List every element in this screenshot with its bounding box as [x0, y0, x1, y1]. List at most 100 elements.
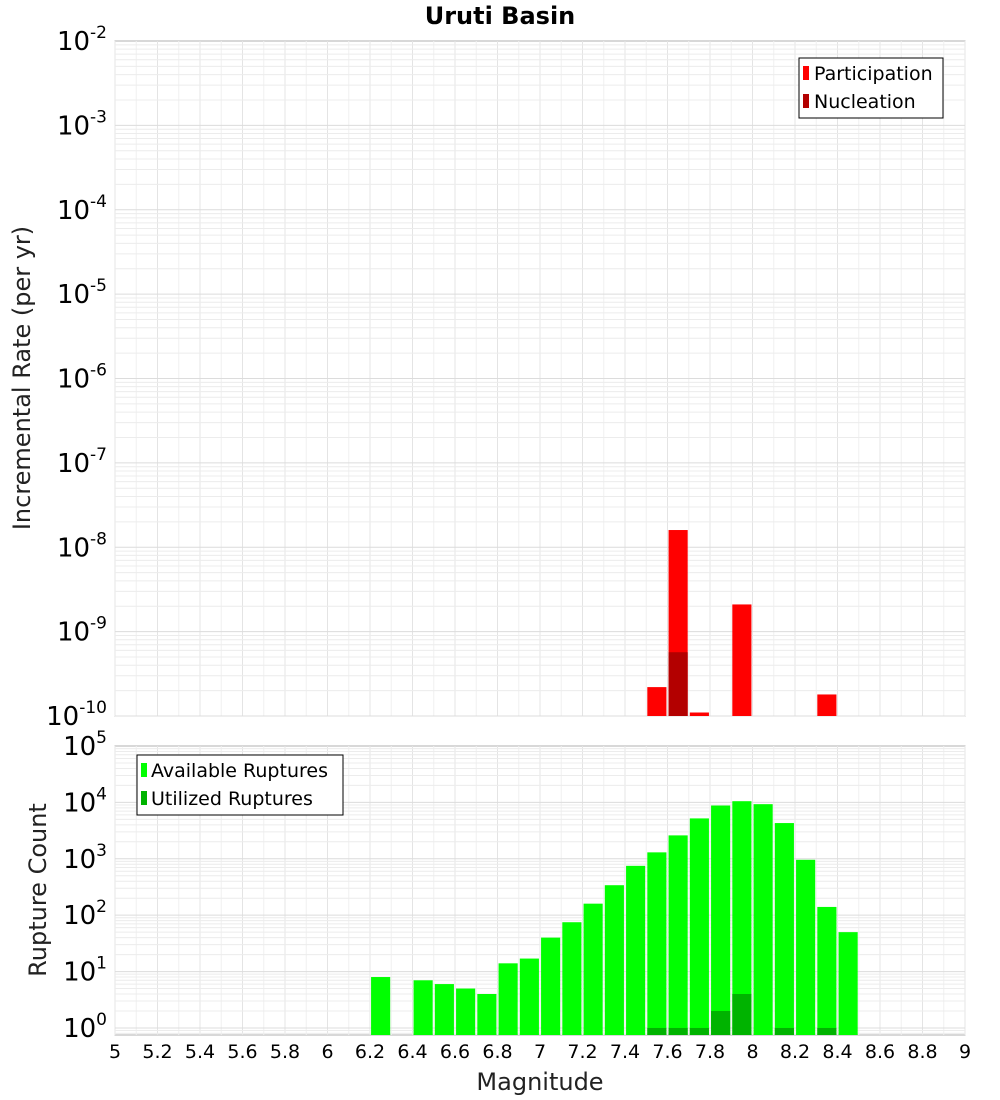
x-tick-label: 5.2 — [142, 1041, 172, 1063]
x-tick-label: 8.8 — [907, 1041, 937, 1063]
bar-available-ruptures — [668, 835, 688, 1035]
x-tick-label: 8.4 — [822, 1041, 852, 1063]
bar-available-ruptures — [732, 801, 752, 1035]
y-tick-exponent: -10 — [79, 698, 107, 718]
y-tick-exponent: 0 — [96, 1010, 107, 1030]
bar-available-ruptures — [371, 977, 391, 1035]
bar-available-ruptures — [498, 963, 518, 1035]
y-tick-base: 10 — [63, 958, 96, 988]
bar-available-ruptures — [562, 922, 582, 1035]
bar-utilized-ruptures — [711, 1010, 731, 1035]
y-tick-exponent: 5 — [96, 728, 107, 748]
x-tick-label: 6.4 — [397, 1041, 427, 1063]
bottom-legend-box — [136, 754, 344, 816]
top-y-ticks: 10-210-310-410-510-610-710-810-910-10 — [46, 23, 107, 732]
legend-swatch-utilized-ruptures — [141, 791, 147, 805]
x-ticks: 5 5.2 5.4 5.6 5.8 6 6.2 6.4 6.6 6.8 7 7.2 7.4 7.6 7.8 8… — [109, 1041, 971, 1063]
top-panel: 10-210-310-410-510-610-710-810-910-10 In… — [8, 23, 966, 732]
y-tick-label: 101 — [63, 954, 107, 988]
y-tick-label: 10-10 — [46, 698, 107, 732]
legend-swatch-nucleation — [803, 94, 809, 108]
x-tick-label: 6.6 — [440, 1041, 470, 1063]
y-tick-base: 10 — [57, 365, 90, 395]
y-tick-exponent: -6 — [90, 361, 107, 381]
y-tick-exponent: 3 — [96, 841, 107, 861]
x-tick-label: 5.4 — [185, 1041, 215, 1063]
bar-available-ruptures — [817, 906, 837, 1035]
legend-label-available-ruptures: Available Ruptures — [151, 760, 328, 782]
y-tick-base: 10 — [46, 702, 79, 732]
top-gridlines — [114, 41, 966, 717]
y-tick-exponent: 1 — [96, 954, 107, 974]
y-tick-label: 105 — [63, 728, 107, 762]
legend-label-participation: Participation — [814, 63, 933, 85]
y-tick-label: 10-3 — [57, 107, 107, 141]
legend-swatch-available-ruptures — [141, 763, 147, 777]
x-tick-label: 6.2 — [355, 1041, 385, 1063]
bar-utilized-ruptures — [732, 994, 752, 1035]
bar-available-ruptures — [519, 958, 539, 1035]
bar-available-ruptures — [604, 885, 624, 1035]
y-tick-exponent: -3 — [90, 107, 107, 127]
bar-available-ruptures — [711, 805, 731, 1035]
x-tick-label: 7.2 — [567, 1041, 597, 1063]
top-y-axis-label: Incremental Rate (per yr) — [8, 226, 36, 530]
bar-utilized-ruptures — [689, 1027, 709, 1035]
bar-available-ruptures — [477, 994, 497, 1035]
bar-available-ruptures — [413, 980, 433, 1035]
y-tick-label: 10-5 — [57, 276, 107, 310]
y-tick-base: 10 — [63, 1014, 96, 1044]
y-tick-exponent: -8 — [90, 529, 107, 549]
x-tick-label: 6.8 — [482, 1041, 512, 1063]
bar-utilized-ruptures — [774, 1027, 794, 1035]
y-tick-label: 10-2 — [57, 23, 107, 57]
x-tick-label: 5.8 — [270, 1041, 300, 1063]
bottom-y-axis-label: Rupture Count — [24, 803, 52, 977]
y-tick-label: 103 — [63, 841, 107, 875]
y-tick-base: 10 — [57, 618, 90, 648]
x-tick-label: 5 — [109, 1041, 121, 1063]
bar-available-ruptures — [434, 984, 454, 1035]
bar-available-ruptures — [626, 865, 646, 1035]
y-tick-base: 10 — [63, 901, 96, 931]
bottom-legend: Available Ruptures Utilized Ruptures — [136, 754, 344, 816]
bar-available-ruptures — [753, 804, 773, 1035]
x-tick-label: 7.4 — [610, 1041, 640, 1063]
bar-utilized-ruptures — [817, 1027, 837, 1035]
top-legend: Participation Nucleation — [798, 57, 944, 119]
bar-utilized-ruptures — [647, 1027, 667, 1035]
y-tick-base: 10 — [57, 196, 90, 226]
bar-participation — [689, 712, 709, 716]
bar-available-ruptures — [796, 859, 816, 1035]
y-tick-exponent: -7 — [90, 445, 107, 465]
y-tick-base: 10 — [57, 449, 90, 479]
x-tick-label: 8.2 — [780, 1041, 810, 1063]
bottom-bars — [371, 801, 858, 1035]
top-legend-box — [798, 57, 944, 119]
legend-label-nucleation: Nucleation — [814, 91, 916, 113]
y-tick-exponent: -4 — [90, 192, 107, 212]
bar-available-ruptures — [583, 903, 603, 1035]
y-tick-base: 10 — [63, 732, 96, 762]
chart-title: Uruti Basin — [425, 2, 576, 30]
x-tick-label: 7.6 — [652, 1041, 682, 1063]
legend-label-utilized-ruptures: Utilized Ruptures — [151, 788, 313, 810]
y-tick-base: 10 — [57, 111, 90, 141]
y-tick-exponent: 2 — [96, 897, 107, 917]
bar-available-ruptures — [774, 823, 794, 1035]
x-tick-label: 9 — [959, 1041, 971, 1063]
x-tick-label: 5.6 — [227, 1041, 257, 1063]
y-tick-label: 10-8 — [57, 529, 107, 563]
y-tick-label: 100 — [63, 1010, 107, 1044]
bar-participation — [817, 694, 837, 716]
x-tick-label: 8 — [746, 1041, 758, 1063]
bar-participation — [732, 604, 752, 716]
y-tick-base: 10 — [57, 27, 90, 57]
y-tick-base: 10 — [63, 845, 96, 875]
bar-available-ruptures — [541, 937, 561, 1035]
bar-available-ruptures — [456, 988, 476, 1035]
legend-swatch-participation — [803, 66, 809, 80]
